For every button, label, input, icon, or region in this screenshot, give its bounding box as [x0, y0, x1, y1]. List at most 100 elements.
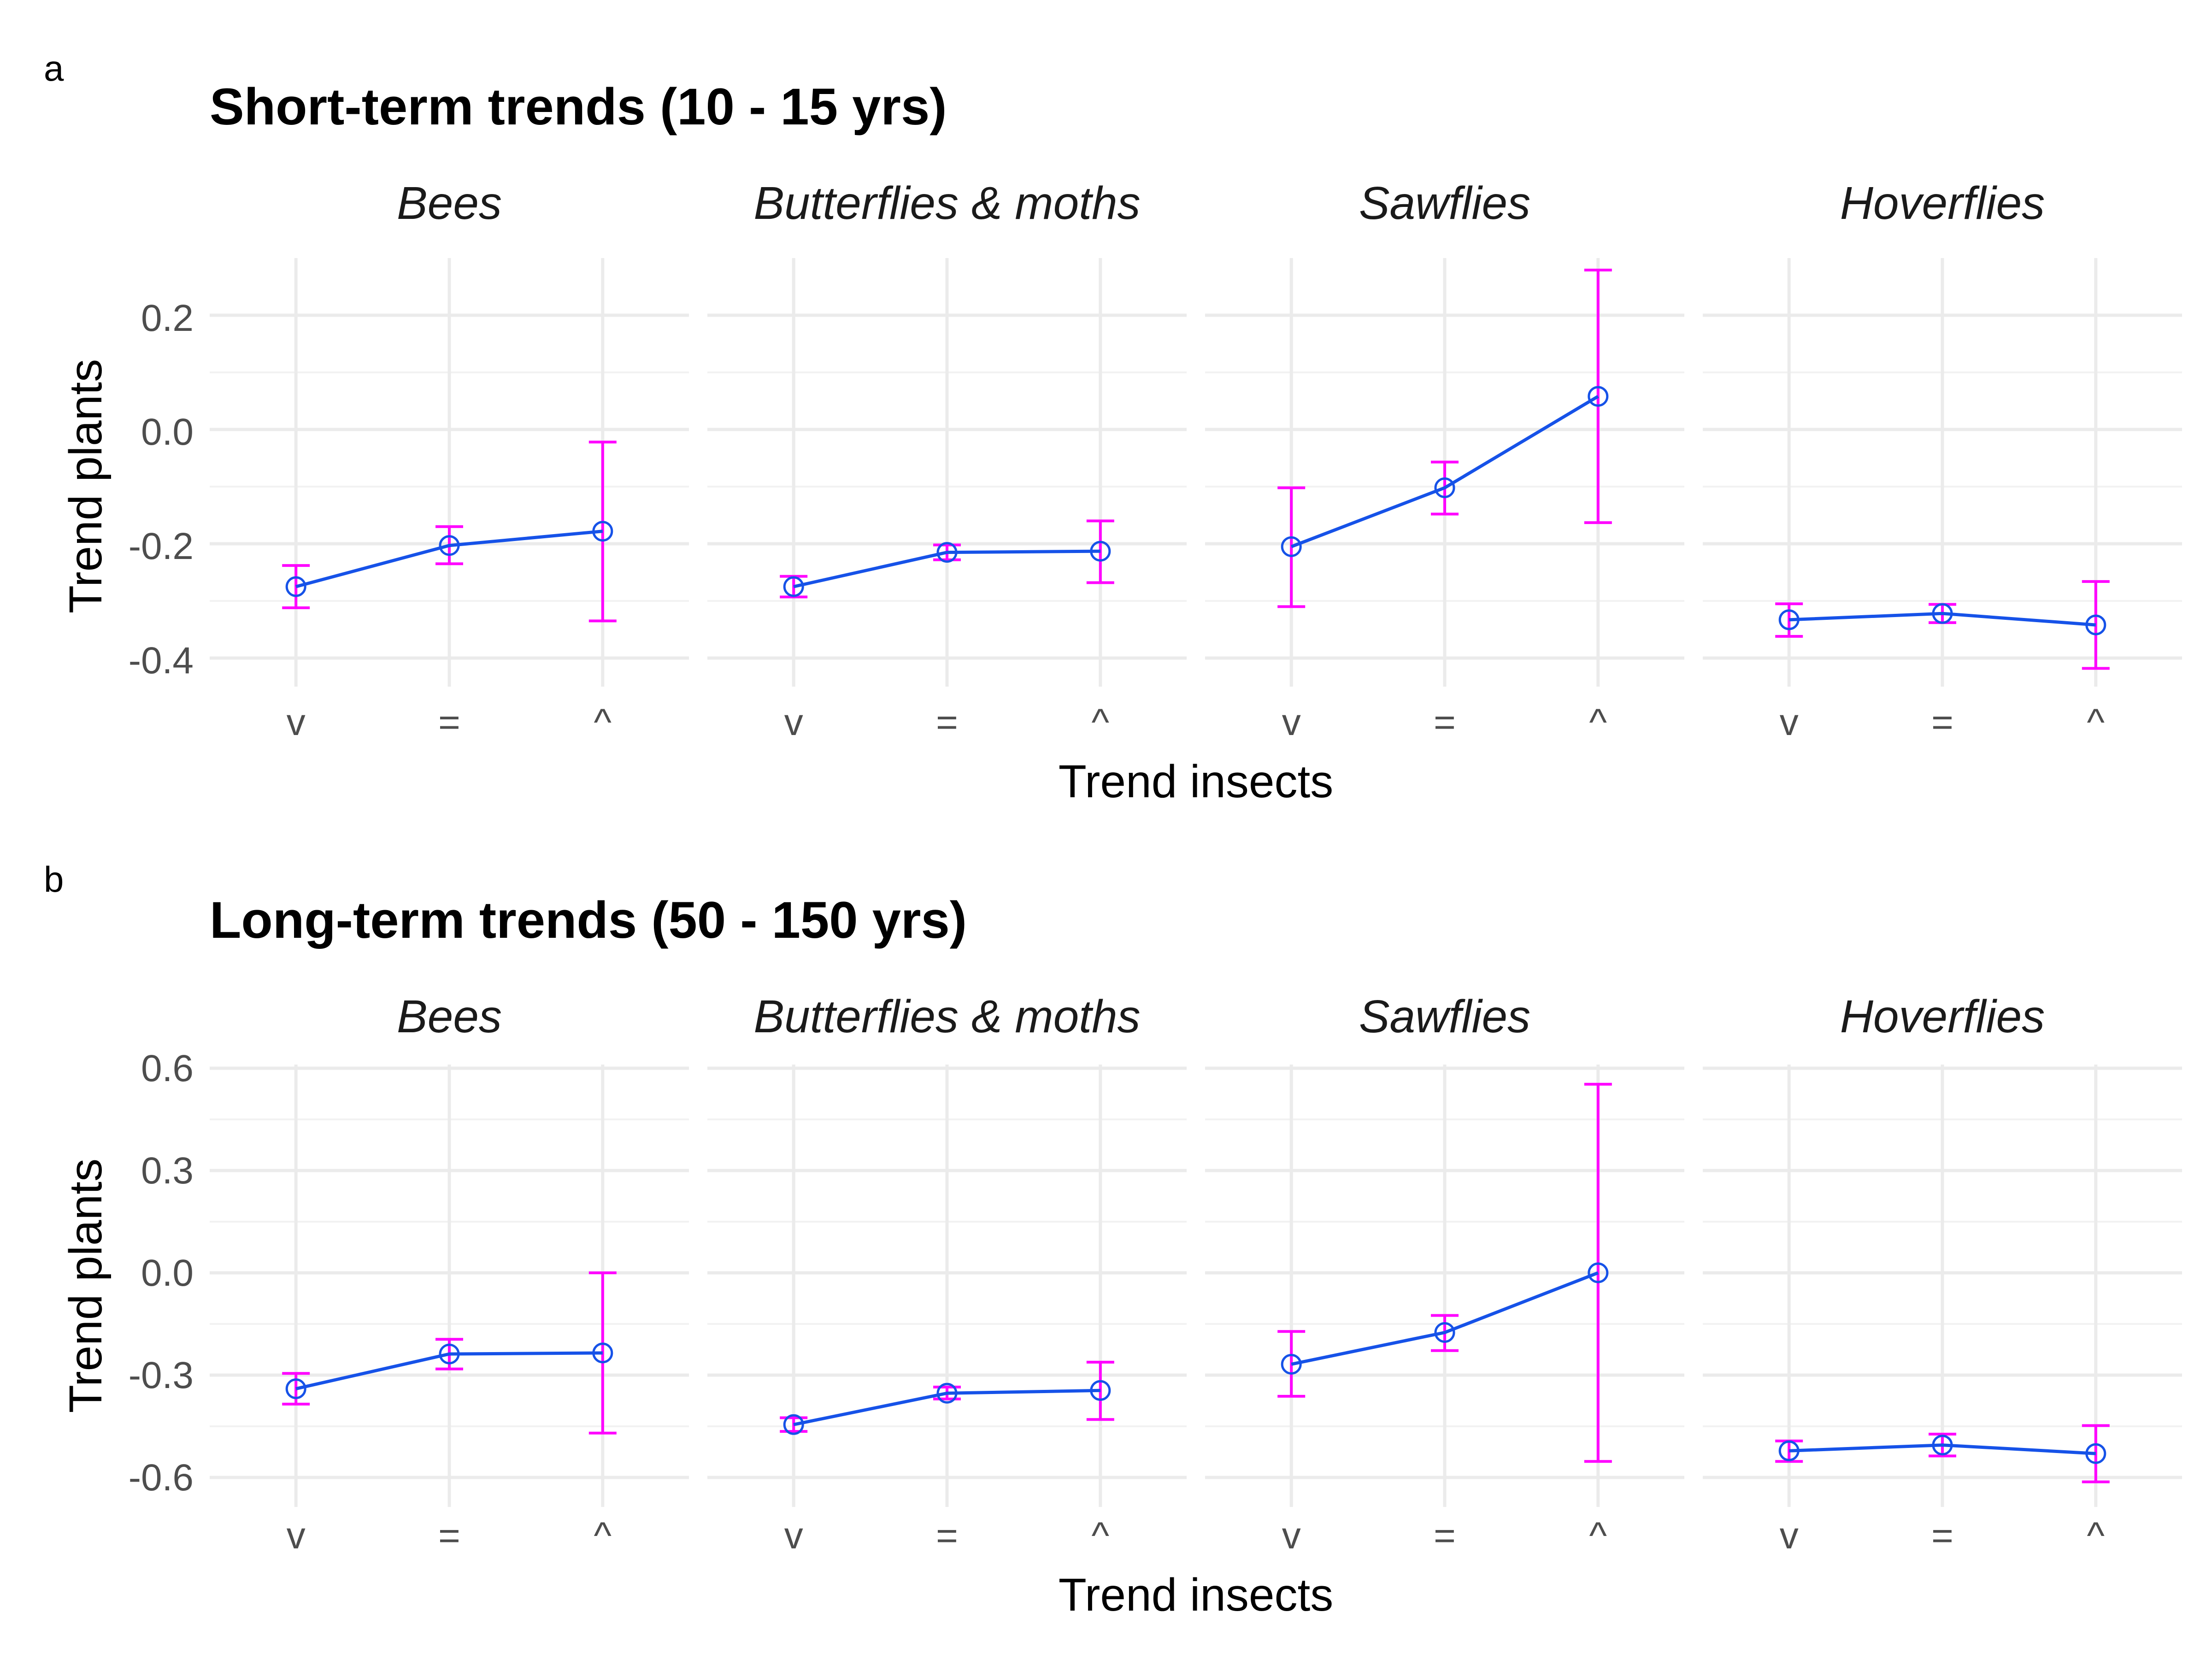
data-point: [592, 1342, 613, 1364]
panel-b-tag: b: [44, 859, 64, 900]
x-tick-label: ^: [2087, 701, 2105, 743]
panel-a-x-axis-label: Trend insects: [1059, 756, 1334, 807]
x-tick-label: v: [784, 701, 803, 743]
data-point: [783, 576, 804, 597]
facet-panel: Butterflies & moths v = ^: [707, 991, 1187, 1557]
series-line: [793, 549, 1100, 588]
facet-strip-label: Sawflies: [1359, 177, 1530, 229]
panel-a-y-tick-label: -0.4: [129, 640, 194, 682]
data-point: [1588, 1262, 1609, 1283]
panel-b-title: Long-term trends (50 - 150 yrs): [210, 891, 967, 949]
data-point: [439, 1343, 460, 1365]
panel-b-y-tick-label: 0.6: [141, 1047, 194, 1089]
data-point: [285, 576, 306, 597]
x-tick-label: =: [438, 1515, 460, 1557]
x-tick-label: =: [1931, 701, 1953, 743]
x-tick-label: =: [438, 701, 460, 743]
data-point: [439, 535, 460, 556]
data-point: [936, 542, 958, 563]
panel-b: b Long-term trends (50 - 150 yrs) Trend …: [44, 859, 1333, 1621]
x-tick-label: v: [1282, 1515, 1301, 1557]
x-tick-label: ^: [1589, 701, 1607, 743]
x-tick-label: =: [1931, 1515, 1953, 1557]
facet-panels: Bees v = ^ Butterflies & moths v = ^ Sawflies v = ^…: [210, 177, 2182, 1557]
data-point: [1281, 1353, 1302, 1375]
data-point: [1778, 1440, 1800, 1461]
x-tick-label: =: [936, 1515, 958, 1557]
error-bar: [1775, 602, 1803, 638]
x-tick-label: ^: [594, 701, 612, 743]
x-tick-label: ^: [594, 1515, 612, 1557]
series-line: [295, 529, 603, 588]
error-bar: [1584, 269, 1612, 524]
data-point: [1434, 477, 1455, 498]
facet-panel: Hoverflies v = ^: [1703, 177, 2182, 743]
series-line: [295, 1351, 603, 1391]
data-point: [592, 521, 613, 542]
facet-panel: Sawflies v = ^: [1205, 177, 1684, 743]
panel-a-title: Short-term trends (10 - 15 yrs): [210, 78, 947, 135]
series-line: [1789, 612, 2096, 627]
facet-panel: Butterflies & moths v = ^: [707, 177, 1187, 743]
x-tick-label: ^: [1092, 701, 1110, 743]
facet-panel: Bees v = ^: [210, 991, 689, 1557]
data-point: [1932, 1435, 1953, 1456]
panel-b-y-tick-label: -0.6: [129, 1457, 194, 1499]
data-point: [285, 1378, 306, 1400]
x-tick-label: v: [287, 701, 306, 743]
panel-a-y-tick-label: 0.0: [141, 411, 194, 453]
panel-b-y-axis-label: Trend plants: [60, 1159, 112, 1413]
x-tick-label: =: [1434, 1515, 1456, 1557]
facet-strip-label: Hoverflies: [1840, 991, 2045, 1042]
x-tick-label: ^: [2087, 1515, 2105, 1557]
x-tick-label: v: [287, 1515, 306, 1557]
x-tick-label: =: [1434, 701, 1456, 743]
data-point: [2085, 614, 2106, 635]
facet-strip-label: Bees: [397, 991, 502, 1042]
facet-strip-label: Hoverflies: [1840, 177, 2045, 229]
facet-strip-label: Sawflies: [1359, 991, 1530, 1042]
data-point: [2085, 1443, 2106, 1464]
data-point: [1281, 536, 1302, 557]
panel-b-y-tick-labels: 0.6 0.3 0.0 -0.3 -0.6: [129, 1047, 194, 1499]
facet-panel: Hoverflies v = ^: [1703, 991, 2182, 1557]
panel-a-y-axis-label: Trend plants: [60, 359, 112, 613]
panel-a-y-tick-label: 0.2: [141, 297, 194, 339]
series-line: [1789, 1443, 2096, 1455]
x-tick-label: v: [1780, 701, 1799, 743]
x-tick-label: ^: [1589, 1515, 1607, 1557]
x-tick-label: ^: [1092, 1515, 1110, 1557]
panel-b-x-axis-label: Trend insects: [1059, 1569, 1334, 1621]
facet-strip-label: Bees: [397, 177, 502, 229]
facet-panel: Bees v = ^: [210, 177, 689, 743]
panel-b-y-tick-label: -0.3: [129, 1354, 194, 1396]
x-tick-label: =: [936, 701, 958, 743]
error-bar: [1277, 486, 1306, 608]
panel-a-y-tick-labels: 0.2 0.0 -0.2 -0.4: [129, 297, 194, 682]
panel-a: a Short-term trends (10 - 15 yrs) Trend …: [44, 48, 1333, 807]
panel-a-y-tick-label: -0.2: [129, 525, 194, 567]
facet-strip-label: Butterflies & moths: [753, 991, 1140, 1042]
data-point: [936, 1382, 958, 1404]
facet-strip-label: Butterflies & moths: [753, 177, 1140, 229]
data-point: [783, 1414, 804, 1435]
panel-b-y-tick-label: 0.3: [141, 1150, 194, 1192]
data-point: [1778, 609, 1800, 630]
data-point: [1434, 1322, 1455, 1343]
error-bar: [2082, 1424, 2110, 1483]
x-tick-label: v: [784, 1515, 803, 1557]
x-tick-label: v: [1282, 701, 1301, 743]
data-point: [1588, 386, 1609, 407]
x-tick-label: v: [1780, 1515, 1799, 1557]
facet-panel: Sawflies v = ^: [1205, 991, 1684, 1557]
data-point: [1090, 541, 1111, 562]
series-line: [1291, 1271, 1599, 1366]
data-point: [1090, 1380, 1111, 1401]
panel-a-tag: a: [44, 48, 64, 88]
series-line: [793, 1388, 1100, 1426]
series-line: [1290, 395, 1599, 548]
data-point: [1932, 603, 1953, 624]
panel-b-y-tick-label: 0.0: [141, 1252, 194, 1294]
